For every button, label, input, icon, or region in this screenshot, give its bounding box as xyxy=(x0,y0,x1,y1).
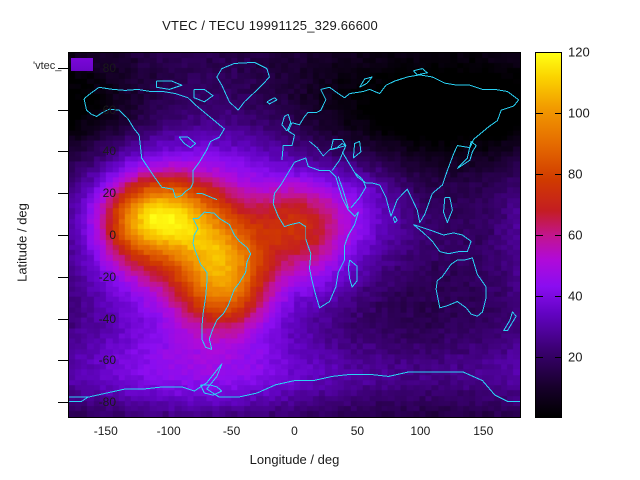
x-tick-label: 100 xyxy=(410,424,431,438)
colorbar-tick-label: 80 xyxy=(568,166,583,182)
colorbar-tick-label: 120 xyxy=(568,44,590,60)
x-tick-label: 0 xyxy=(291,424,298,438)
y-tick-label: 80 xyxy=(102,60,116,75)
colorbar-tick-mark xyxy=(536,113,543,114)
colorbar-tick-label: 100 xyxy=(568,105,590,121)
y-axis-label: Latitude / deg xyxy=(14,203,30,282)
x-tick-label: 150 xyxy=(473,424,494,438)
x-tick-label: -50 xyxy=(222,424,241,438)
figure-title: VTEC / TECU 19991125_329.66600 xyxy=(162,18,378,33)
colorbar-tick-mark xyxy=(555,113,562,114)
y-tick-mark xyxy=(58,319,68,320)
colorbar-tick-mark xyxy=(536,296,543,297)
coastline-overlay xyxy=(69,61,520,402)
y-tick-label: 40 xyxy=(102,144,116,159)
colorbar-tick-mark xyxy=(536,235,543,236)
y-tick-label: 20 xyxy=(102,186,116,201)
y-tick-label: -60 xyxy=(98,353,116,368)
key-label: 'vtec_ xyxy=(33,60,62,72)
key-color-swatch xyxy=(71,58,93,71)
colorbar-tick-mark xyxy=(555,357,562,358)
y-tick-mark xyxy=(58,277,68,278)
colorbar-tick-mark xyxy=(555,296,562,297)
y-tick-mark xyxy=(58,235,68,236)
y-tick-label: -80 xyxy=(98,395,116,410)
y-tick-label: 60 xyxy=(102,102,116,117)
y-tick-label: -20 xyxy=(98,269,116,284)
map-plot-area xyxy=(68,52,521,418)
x-tick-label: -100 xyxy=(156,424,181,438)
x-axis-label: Longitude / deg xyxy=(249,452,340,467)
y-tick-mark xyxy=(58,360,68,361)
colorbar-tick-label: 20 xyxy=(568,349,583,365)
colorbar-tick-mark xyxy=(536,174,543,175)
y-tick-mark xyxy=(58,110,68,111)
x-tick-label: -150 xyxy=(93,424,118,438)
y-tick-mark xyxy=(58,402,68,403)
colorbar-tick-mark xyxy=(555,235,562,236)
colorbar-tick-label: 40 xyxy=(568,288,583,304)
y-tick-mark xyxy=(58,151,68,152)
y-tick-label: -40 xyxy=(98,311,116,326)
colorbar-tick-mark xyxy=(555,174,562,175)
x-tick-label: 50 xyxy=(350,424,365,438)
colorbar-tick-label: 60 xyxy=(568,227,583,243)
y-tick-mark xyxy=(58,193,68,194)
y-tick-label: 0 xyxy=(109,228,116,242)
colorbar-tick-mark xyxy=(536,357,543,358)
y-tick-mark xyxy=(58,68,68,69)
